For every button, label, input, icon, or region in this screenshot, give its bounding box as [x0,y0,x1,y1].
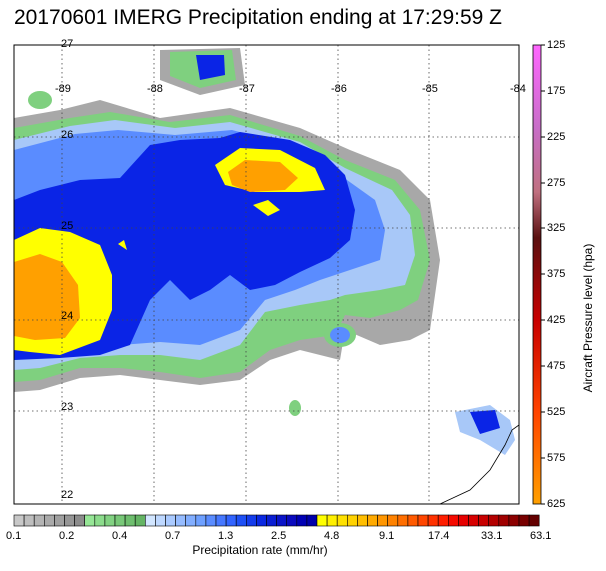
map-grid [14,45,519,504]
lon-label: -87 [239,83,255,95]
lon-label: -84 [510,83,526,95]
pressure-label: 525 [547,406,566,418]
lat-label: 23 [61,401,74,413]
lon-label: -89 [55,83,71,95]
pressure-label: 625 [547,498,566,510]
precip-small-patch-3 [289,400,301,416]
pressure-scale-title: Aircraft Pressure level (hpa) [581,243,595,393]
pressure-label: 575 [547,452,566,464]
rate-label: 0.1 [6,530,22,542]
lat-label: 24 [61,310,74,322]
pressure-label: 225 [547,131,566,143]
lat-label: 25 [61,220,74,232]
precip-blue-top [196,55,225,80]
pressure-label: 175 [547,85,566,97]
rate-label: 0.7 [165,530,181,542]
precip-yellow-spot [253,200,280,216]
lat-label: 22 [61,489,74,501]
coastline [439,424,519,504]
pressure-label: 325 [547,222,566,234]
pressure-label: 375 [547,268,566,280]
lon-label: -86 [331,83,347,95]
rate-label: 17.4 [428,530,450,542]
lon-label: -88 [147,83,163,95]
rate-label: 0.4 [112,530,128,542]
map-frame [13,44,520,505]
precip-orange-central [228,160,298,192]
precip-small-patch-2 [330,327,350,343]
pressure-ticks [541,44,545,505]
lat-label: 26 [61,129,74,141]
map-title: 20170601 IMERG Precipitation ending at 1… [14,6,502,29]
rate-label: 63.1 [530,530,552,542]
rate-scale-title: Precipitation rate (mm/hr) [192,543,328,557]
precip-orange-west [14,254,80,340]
pressure-label: 425 [547,314,566,326]
precip-east-patch-2 [470,410,500,434]
precip-small-patch-4 [28,91,52,109]
pressure-colorbar [532,44,542,505]
lon-label: -85 [422,83,438,95]
precip-yellow-spot-2 [118,240,127,250]
pressure-label: 275 [547,177,566,189]
pressure-label: 475 [547,360,566,372]
rate-label: 4.8 [324,530,340,542]
pressure-label: 125 [547,39,566,51]
rate-label: 0.2 [59,530,75,542]
rate-colorbar [13,514,540,527]
rate-label: 2.5 [271,530,287,542]
rate-label: 33.1 [481,530,503,542]
rate-label: 1.3 [218,530,234,542]
rate-label: 9.1 [379,530,395,542]
precip-field [14,45,519,504]
lat-label: 27 [61,38,74,50]
